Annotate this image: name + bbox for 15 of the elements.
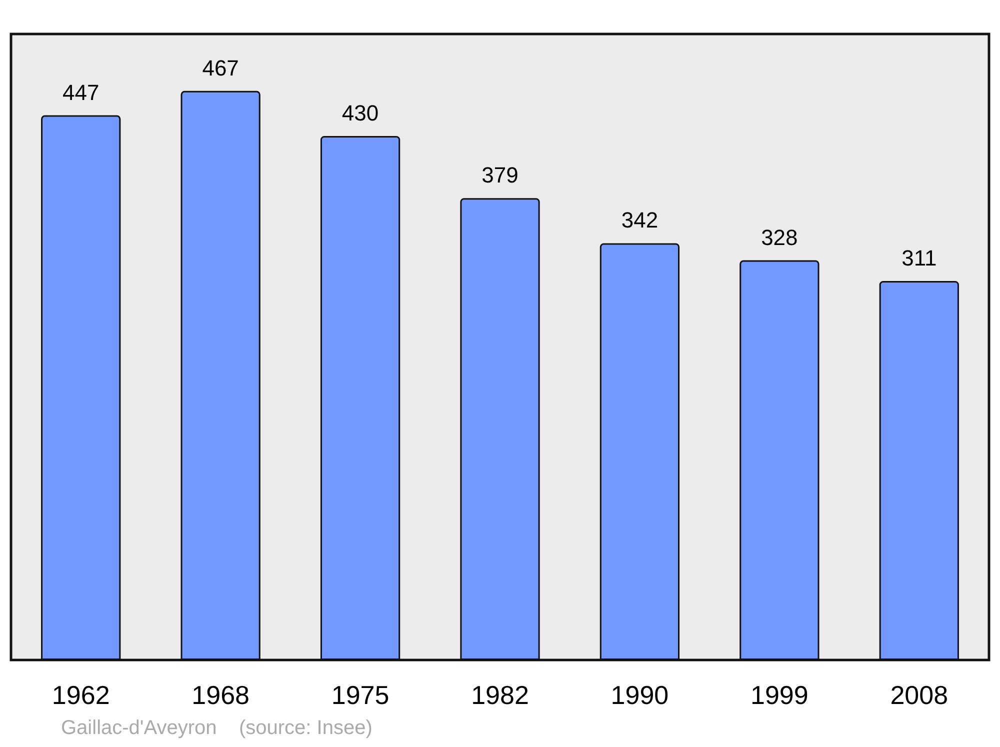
data-label: 328 <box>761 224 798 250</box>
x-tick-label: 1962 <box>52 680 110 710</box>
x-tick-label: 1999 <box>750 680 808 710</box>
x-tick-label: 2008 <box>890 680 948 710</box>
x-tick-label: 1990 <box>610 680 669 710</box>
data-label: 311 <box>902 246 937 271</box>
data-label: 467 <box>202 55 239 80</box>
x-tick-label: 1975 <box>331 680 390 710</box>
x-tick-label: 1968 <box>192 680 250 710</box>
text: Gaillac-d'Aveyron (source: Insee) <box>61 717 372 739</box>
data-label: 379 <box>482 162 518 188</box>
data-label: 430 <box>342 100 379 126</box>
data-label: 447 <box>62 80 100 105</box>
data-label: 342 <box>621 208 658 233</box>
x-tick-label: 1982 <box>471 680 529 710</box>
